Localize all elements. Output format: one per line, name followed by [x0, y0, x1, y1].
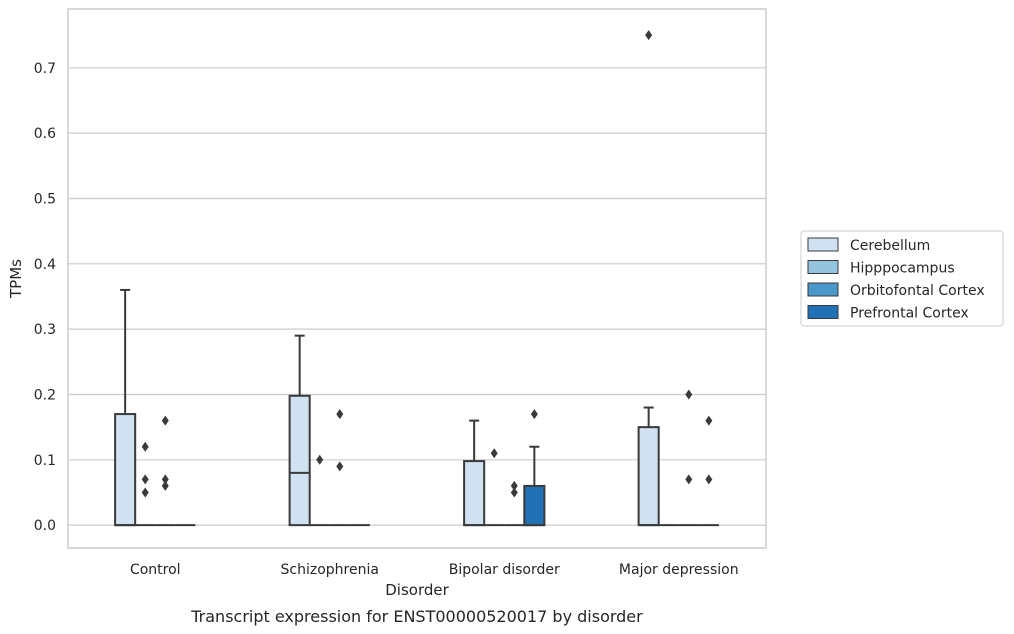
box-cerebellum	[463, 419, 486, 527]
y-tick-label: 0.7	[34, 61, 56, 77]
outlier-point	[161, 474, 169, 485]
box-body	[637, 426, 660, 527]
legend: Cerebellum Hipppocampus Orbitofontal Corte…	[800, 230, 1004, 327]
outlier-point	[705, 415, 713, 426]
box-hipppocampus	[135, 441, 156, 527]
y-tick-label: 0.1	[34, 453, 56, 469]
box-orbitofontal-cortex	[329, 409, 350, 527]
box-hipppocampus	[484, 448, 505, 527]
chart-caption: Transcript expression for ENST0000052001…	[190, 607, 643, 626]
legend-label: Cerebellum	[850, 238, 930, 254]
outlier-point	[645, 30, 653, 41]
box-hipppocampus	[309, 454, 330, 527]
x-tick-label: Bipolar disorder	[449, 562, 560, 578]
outlier-point	[685, 389, 693, 400]
y-tick-label: 0.4	[34, 257, 56, 273]
y-tick-label: 0.0	[34, 518, 56, 534]
x-tick-labels: Control Schizophrenia Bipolar disorder Majo…	[130, 562, 739, 578]
outlier-point	[685, 474, 693, 485]
outlier-point	[510, 480, 518, 491]
box-orbitofontal-cortex	[678, 389, 699, 527]
legend-label: Hipppocampus	[850, 261, 955, 277]
plot-frame	[67, 8, 767, 549]
box-orbitofontal-cortex	[504, 480, 525, 527]
outlier-point	[141, 474, 149, 485]
outlier-point	[490, 448, 498, 459]
box-body	[463, 460, 486, 527]
legend-swatch	[807, 260, 839, 274]
box-cerebellum	[288, 334, 311, 527]
grid-lines	[68, 67, 766, 526]
y-tick-label: 0.5	[34, 191, 56, 207]
box-body	[523, 484, 546, 527]
legend-swatch	[807, 237, 839, 252]
outlier-point	[161, 415, 169, 426]
legend-swatch	[807, 305, 839, 319]
outlier-point	[510, 487, 518, 498]
legend-label: Prefrontal Cortex	[850, 306, 969, 322]
outlier-point	[336, 409, 344, 420]
y-tick-labels: 0.0 0.1 0.2 0.3 0.4 0.5 0.6 0.7	[34, 61, 56, 534]
outlier-point	[705, 474, 713, 485]
box-cerebellum	[637, 30, 660, 527]
outlier-point	[161, 480, 169, 491]
x-axis-label: Disorder	[385, 581, 449, 599]
x-tick-label: Control	[130, 562, 181, 578]
box-series	[114, 30, 719, 527]
box-body	[114, 413, 137, 527]
box-prefrontal-cortex	[523, 409, 546, 527]
legend-frame	[800, 230, 1004, 327]
outlier-point	[316, 454, 324, 465]
box-cerebellum	[114, 288, 137, 527]
legend-swatch	[807, 282, 839, 297]
y-axis-label: TPMs	[7, 259, 25, 299]
x-tick-label: Major depression	[619, 562, 739, 578]
y-tick-label: 0.2	[34, 387, 56, 403]
outlier-point	[530, 409, 538, 420]
box-prefrontal-cortex	[698, 415, 719, 527]
box-orbitofontal-cortex	[155, 415, 176, 527]
y-tick-label: 0.3	[34, 322, 56, 338]
outlier-point	[141, 441, 149, 452]
outlier-point	[141, 487, 149, 498]
y-tick-label: 0.6	[34, 126, 56, 142]
x-tick-label: Schizophrenia	[281, 562, 379, 578]
outlier-point	[336, 461, 344, 472]
legend-label: Orbitofontal Cortex	[850, 283, 985, 299]
box-body	[288, 394, 311, 527]
